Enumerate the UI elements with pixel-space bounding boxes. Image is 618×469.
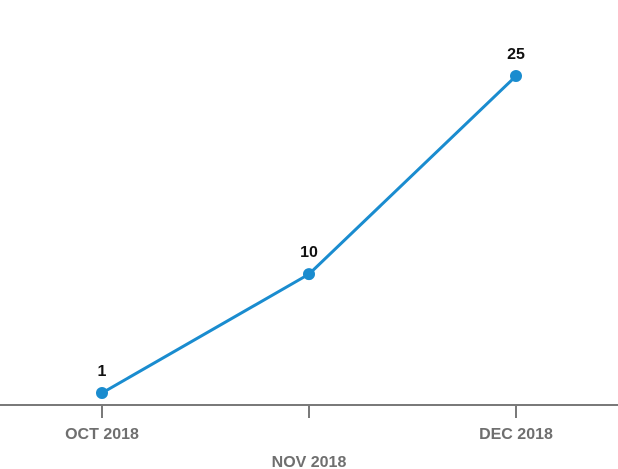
series-layer	[96, 70, 522, 399]
data-point[interactable]	[510, 70, 522, 82]
x-tick-label: DEC 2018	[479, 426, 553, 443]
x-tick-label: NOV 2018	[272, 454, 347, 469]
data-label: 1	[98, 363, 107, 380]
series-line	[100, 74, 518, 395]
x-tick-label: OCT 2018	[65, 426, 139, 443]
data-point[interactable]	[303, 268, 315, 281]
data-label: 10	[300, 244, 318, 261]
x-axis-ticks: OCT 2018 NOV 2018 DEC 2018	[65, 405, 553, 469]
data-point[interactable]	[96, 387, 108, 399]
data-label: 25	[507, 46, 525, 63]
data-labels: 1 10 25	[98, 46, 525, 380]
